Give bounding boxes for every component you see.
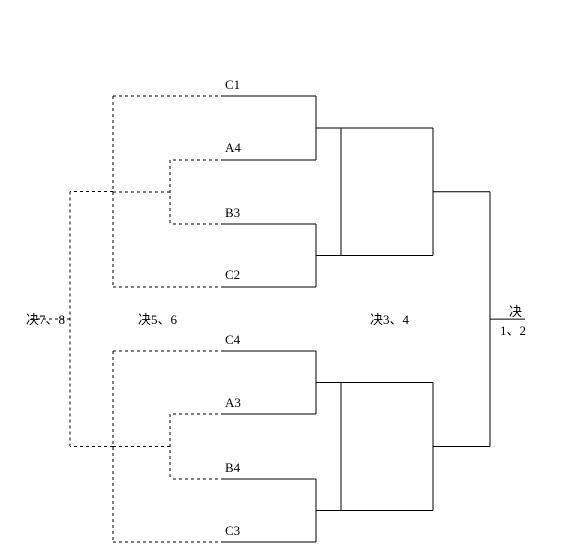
label-final-12: 决 bbox=[509, 304, 522, 319]
player-C4: C4 bbox=[225, 332, 241, 347]
bracket-diagram: C1 A4 B3 C2 C4 A3 B4 C3 决3、4 决 1、2 决5、6 决7、8 bbox=[0, 0, 561, 554]
label-final-56: 决5、6 bbox=[138, 312, 178, 327]
label-final-12b: 1、2 bbox=[500, 323, 526, 338]
label-final-34: 决3、4 bbox=[370, 312, 410, 327]
player-A3: A3 bbox=[225, 395, 241, 410]
player-A4: A4 bbox=[225, 140, 241, 155]
player-B4: B4 bbox=[225, 460, 241, 475]
label-final-78: 决7、8 bbox=[26, 312, 65, 327]
player-C1: C1 bbox=[225, 77, 240, 92]
player-C2: C2 bbox=[225, 267, 240, 282]
player-B3: B3 bbox=[225, 205, 240, 220]
player-C3: C3 bbox=[225, 523, 240, 538]
